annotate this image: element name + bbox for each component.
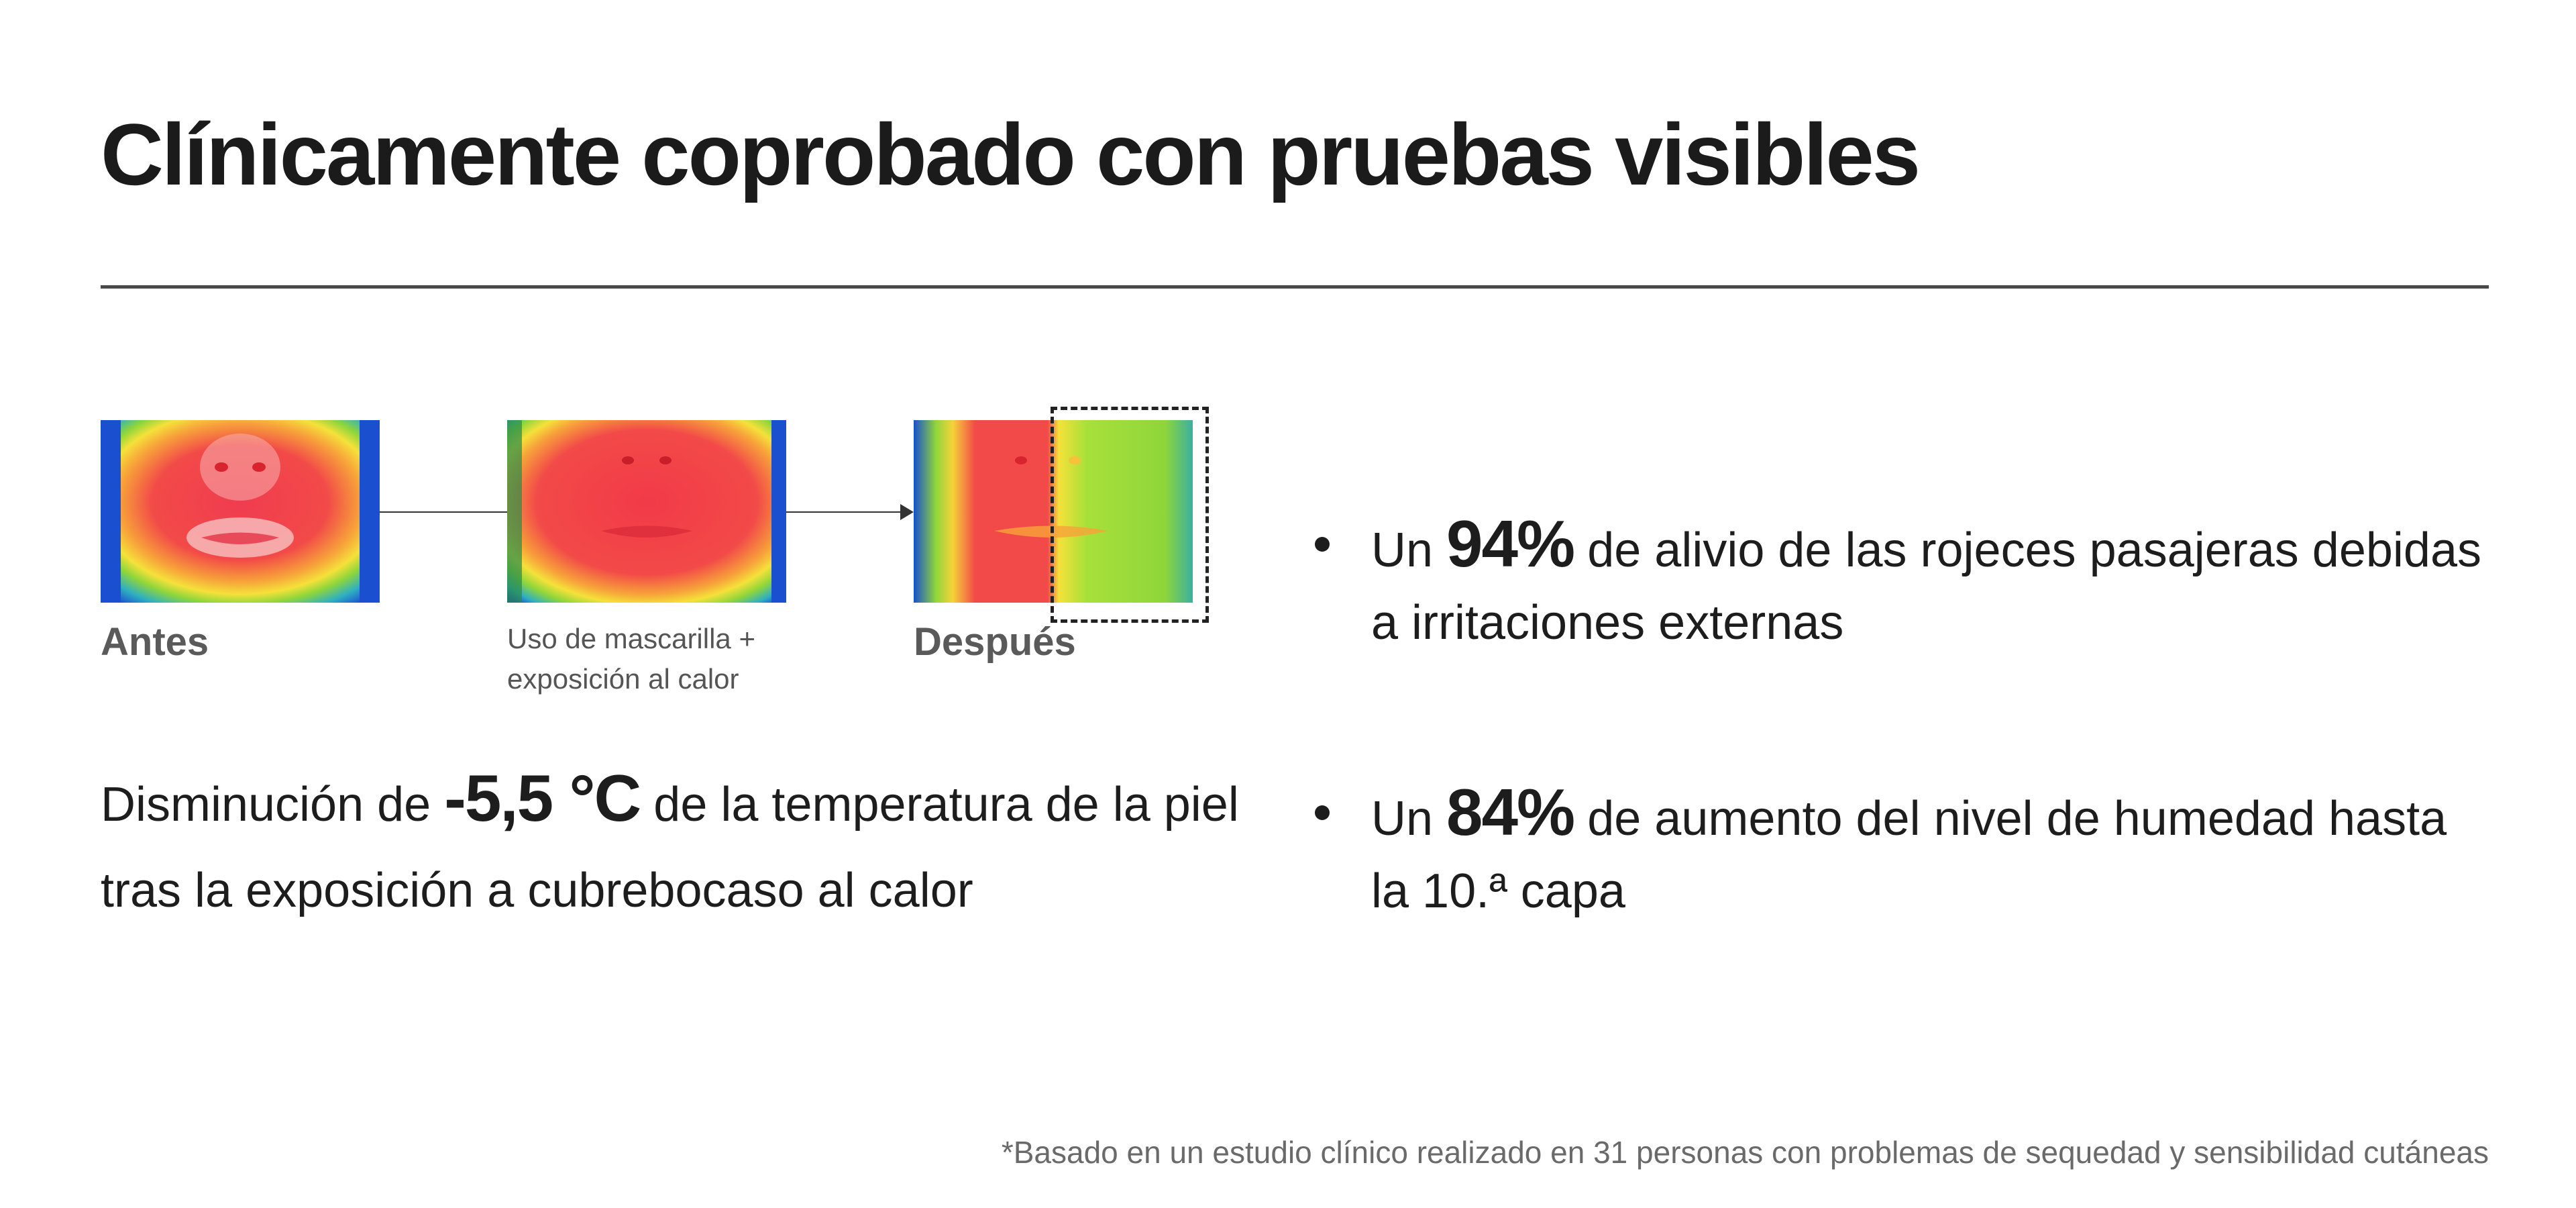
stage-label-before: Antes <box>101 620 209 664</box>
bullet-dot-icon <box>1315 805 1330 820</box>
connector-arrow-line <box>786 511 900 513</box>
thermal-face-before-icon <box>101 420 380 603</box>
temperature-statement: Disminución de -5,5 °C de la temperatura… <box>101 755 1308 934</box>
stat-prefix: Un <box>1371 792 1447 846</box>
after-highlight-box <box>1051 407 1209 623</box>
bullet-dot-icon <box>1315 537 1330 552</box>
stat-suffix: de alivio de las rojeces pasajeras debid… <box>1371 523 2482 650</box>
page-title: Clínicamente coprobado con pruebas visib… <box>101 105 1921 203</box>
stat-suffix: de aumento del nivel de humedad hasta la… <box>1371 792 2447 918</box>
connector-line <box>380 511 507 513</box>
stat-prefix: Un <box>1371 523 1447 577</box>
stage-label-after: Después <box>914 620 1076 664</box>
arrow-right-icon <box>900 504 914 520</box>
temperature-prefix: Disminución de <box>101 778 445 832</box>
stage-label-mask: Uso de mascarilla + exposición al calor <box>507 623 755 695</box>
temperature-suffix: de la temperatura de la piel tras la exp… <box>101 778 1239 917</box>
temperature-value: -5,5 °C <box>444 761 641 835</box>
stat-bullet-relief: Un 94% de alivio de las rojeces pasajera… <box>1315 507 2496 659</box>
thermal-face-mask-heat-icon <box>507 420 786 603</box>
title-divider <box>101 285 2489 289</box>
stat-value: 94% <box>1446 507 1575 581</box>
study-footnote: *Basado en un estudio clínico realizado … <box>1001 1135 2489 1170</box>
stat-value: 84% <box>1446 775 1575 849</box>
stat-bullet-hydration: Un 84% de aumento del nivel de humedad h… <box>1315 776 2496 927</box>
